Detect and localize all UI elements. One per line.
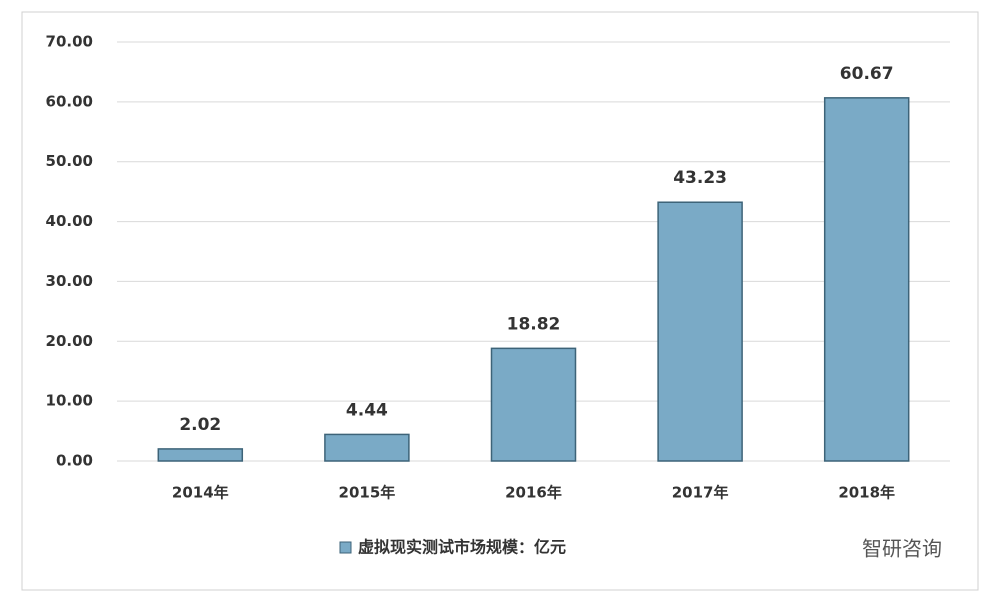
- data-label: 43.23: [673, 168, 727, 188]
- x-tick-label: 2017年: [672, 484, 729, 502]
- bar: [324, 433, 410, 462]
- bar: [490, 347, 577, 462]
- data-label: 4.44: [346, 400, 388, 420]
- bar: [823, 97, 910, 462]
- data-label: 18.82: [507, 314, 561, 334]
- x-tick-label: 2016年: [505, 484, 562, 502]
- y-tick-label: 10.00: [46, 392, 93, 410]
- legend-label: 虚拟现实测试市场规模：亿元: [358, 538, 566, 557]
- watermark: 智研咨询: [862, 537, 942, 561]
- x-tick-label: 2014年: [172, 484, 229, 502]
- y-tick-label: 20.00: [46, 332, 93, 350]
- y-tick-label: 40.00: [46, 212, 93, 230]
- y-tick-label: 0.00: [56, 452, 93, 470]
- y-tick-label: 70.00: [46, 33, 93, 51]
- bar: [157, 448, 244, 462]
- data-label: 2.02: [179, 415, 221, 435]
- x-tick-label: 2018年: [838, 484, 895, 502]
- legend-swatch: [339, 541, 352, 554]
- bar: [657, 201, 743, 462]
- y-tick-label: 60.00: [46, 92, 93, 110]
- x-tick-label: 2015年: [339, 484, 396, 502]
- data-label: 60.67: [840, 64, 894, 84]
- y-tick-label: 50.00: [46, 152, 93, 170]
- y-tick-label: 30.00: [46, 272, 93, 290]
- chart-frame: [21, 11, 979, 591]
